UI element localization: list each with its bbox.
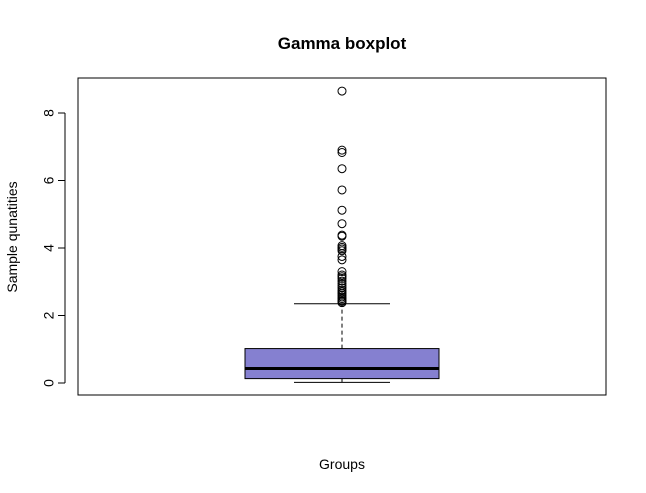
outlier-point [337, 205, 347, 215]
outlier-point [337, 273, 347, 283]
outlier-point [337, 147, 347, 157]
y-tick-label: 0 [41, 379, 57, 387]
outlier-point [337, 145, 347, 155]
y-tick-label: 4 [41, 244, 57, 252]
y-tick-label: 8 [41, 109, 57, 117]
outlier-point [337, 251, 347, 261]
iqr-box [244, 348, 440, 380]
outlier-point [337, 164, 347, 174]
outlier-point [337, 267, 347, 277]
outlier-point [337, 185, 347, 195]
plot-frame [77, 77, 607, 396]
outlier-point [337, 231, 347, 241]
y-tick-label: 2 [41, 311, 57, 319]
outlier-point [337, 219, 347, 229]
outlier-point [337, 246, 347, 256]
outlier-point [337, 276, 347, 286]
outlier-point [337, 283, 347, 293]
x-axis-label: Groups [319, 456, 365, 472]
y-tick-label: 6 [41, 176, 57, 184]
outlier-point [337, 298, 347, 308]
outlier-point [337, 86, 347, 96]
y-axis-label: Sample qunatities [4, 181, 20, 292]
outlier-point [337, 255, 347, 265]
chart-title: Gamma boxplot [278, 34, 407, 53]
